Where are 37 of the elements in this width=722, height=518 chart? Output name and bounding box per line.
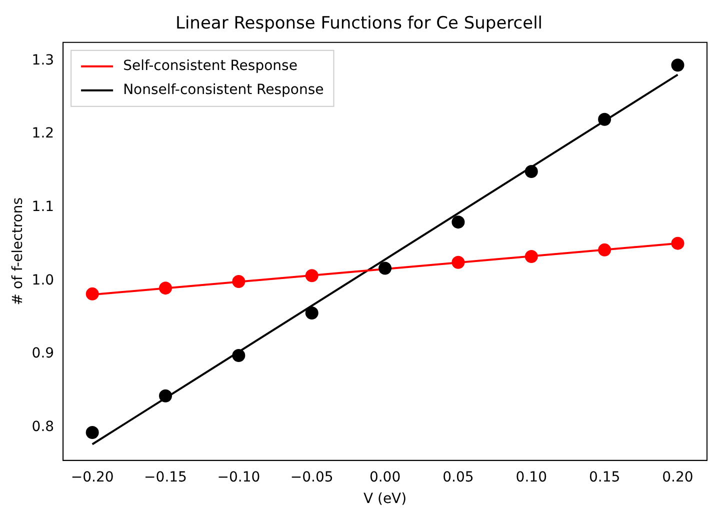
chart-title: Linear Response Functions for Ce Supercell	[175, 14, 543, 34]
y-tick-label: 1.3	[32, 52, 54, 68]
point	[378, 262, 392, 275]
y-tick-label: 1.2	[32, 126, 54, 142]
point	[305, 306, 318, 320]
point	[159, 282, 172, 295]
y-axis-title: # of f-electrons	[10, 197, 26, 306]
x-tick-label: −0.20	[70, 469, 114, 486]
point	[305, 269, 318, 282]
x-tick-label: −0.05	[290, 469, 334, 486]
point	[232, 349, 246, 362]
point	[159, 389, 172, 402]
point	[598, 243, 612, 256]
point	[86, 287, 99, 300]
point	[452, 216, 465, 229]
point	[86, 426, 99, 440]
point	[452, 256, 465, 269]
point	[671, 236, 684, 250]
legend-label: Self-consistent Response	[123, 58, 298, 74]
x-tick-label: −0.15	[144, 469, 187, 486]
x-tick-label: 0.15	[588, 469, 620, 486]
point	[524, 250, 538, 264]
x-tick-label: 0.00	[369, 469, 401, 486]
legend-label: Nonself-consistent Response	[123, 82, 324, 98]
y-tick-label: 0.9	[32, 346, 54, 362]
x-tick-label: 0.20	[662, 469, 694, 486]
point	[671, 58, 684, 72]
point	[232, 274, 246, 288]
y-tick-label: 0.8	[32, 419, 54, 436]
x-tick-label: −0.10	[217, 469, 260, 486]
x-axis-title: V (eV)	[363, 491, 407, 508]
y-tick-label: 1.0	[32, 272, 54, 288]
x-tick-label: 0.10	[516, 469, 547, 486]
x-tick-label: 0.05	[442, 469, 474, 486]
point	[524, 164, 538, 178]
point	[598, 112, 612, 126]
y-tick-label: 1.1	[32, 199, 54, 216]
